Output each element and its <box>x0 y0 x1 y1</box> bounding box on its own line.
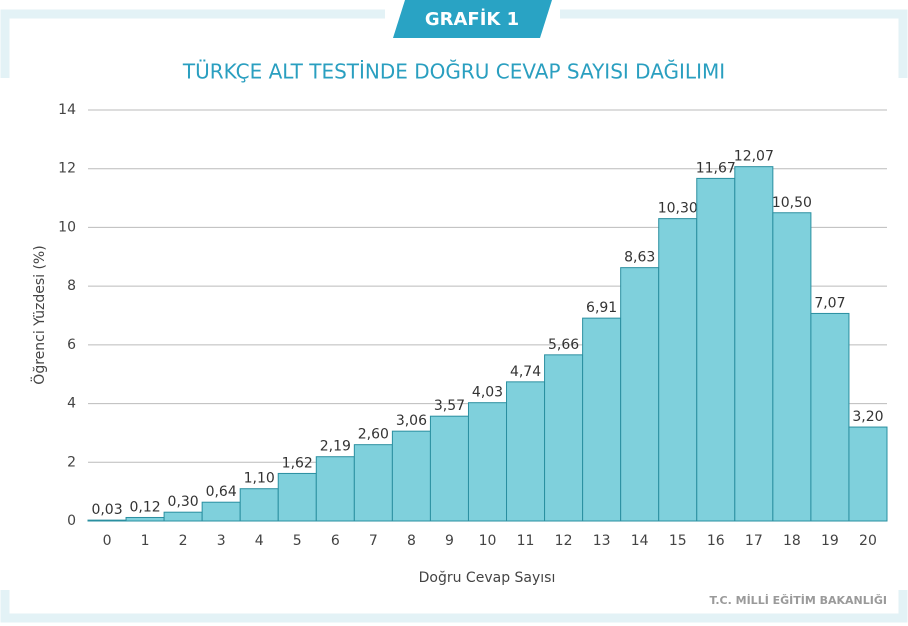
bar <box>467 402 508 522</box>
bar <box>772 212 812 522</box>
x-tick-label: 2 <box>179 533 188 549</box>
bar <box>734 166 774 522</box>
x-tick-label: 16 <box>707 533 725 549</box>
value-label: 0,30 <box>168 494 199 510</box>
bar <box>201 501 241 522</box>
bar <box>696 177 736 522</box>
y-tick-label: 14 <box>58 102 76 118</box>
x-tick-label: 4 <box>255 533 264 549</box>
badge-text: GRAFİK 1 <box>425 8 519 30</box>
value-label: 2,60 <box>358 427 389 443</box>
badge-shape <box>393 0 552 38</box>
bar <box>391 430 431 522</box>
y-axis-label: Öğrenci Yüzdesi (%) <box>30 245 48 384</box>
y-tick-label: 4 <box>67 396 76 412</box>
x-tick-label: 13 <box>593 533 611 549</box>
value-label: 3,06 <box>396 413 427 429</box>
value-label: 7,07 <box>814 295 845 311</box>
value-label: 10,50 <box>772 195 812 211</box>
value-label: 3,20 <box>852 409 883 425</box>
x-tick-label: 0 <box>103 533 112 549</box>
value-label: 4,03 <box>472 385 503 401</box>
x-tick-label: 20 <box>859 533 877 549</box>
x-tick-label: 7 <box>369 533 378 549</box>
bar <box>353 444 393 522</box>
x-tick-label: 9 <box>445 533 454 549</box>
x-tick-label: 19 <box>821 533 839 549</box>
frame-top-left <box>0 9 385 78</box>
x-tick-label: 8 <box>407 533 416 549</box>
bar <box>620 267 660 522</box>
frame-top-right <box>560 9 908 78</box>
y-tick-label: 0 <box>67 513 76 529</box>
value-label: 1,10 <box>244 471 275 487</box>
value-label: 8,63 <box>624 250 655 266</box>
value-label: 10,30 <box>658 201 698 217</box>
x-axis-label: Doğru Cevap Sayısı <box>419 570 556 586</box>
x-tick-label: 11 <box>517 533 535 549</box>
y-tick-label: 2 <box>67 454 76 470</box>
y-tick-label: 10 <box>58 219 76 235</box>
footer: T.C. MİLLİ EĞİTİM BAKANLIĞI <box>710 593 887 607</box>
bar <box>277 472 317 522</box>
value-label: 4,74 <box>510 364 541 380</box>
value-label: 3,57 <box>434 398 465 414</box>
x-tick-label: 14 <box>631 533 649 549</box>
bar <box>125 516 165 522</box>
x-tick-label: 12 <box>555 533 573 549</box>
bar <box>315 456 355 522</box>
chart-title: TÜRKÇE ALT TESTİNDE DOĞRU CEVAP SAYISI D… <box>182 60 725 84</box>
value-label: 6,91 <box>586 300 617 316</box>
y-tick-label: 6 <box>67 337 76 353</box>
bar <box>582 317 622 522</box>
bar <box>658 218 698 522</box>
bar <box>163 511 203 522</box>
value-label: 0,64 <box>206 484 237 500</box>
bar <box>429 415 469 522</box>
value-label: 12,07 <box>734 149 774 165</box>
bar <box>239 488 279 522</box>
frame-bottom <box>0 590 908 623</box>
bar <box>848 426 888 522</box>
y-tick-label: 8 <box>67 278 76 294</box>
value-label: 0,12 <box>129 499 160 515</box>
x-tick-label: 15 <box>669 533 687 549</box>
x-tick-label: 10 <box>479 533 497 549</box>
frame <box>0 9 908 623</box>
x-tick-label: 3 <box>217 533 226 549</box>
bar <box>506 381 546 522</box>
bar <box>810 312 850 522</box>
x-tick-label: 5 <box>293 533 302 549</box>
x-tick-label: 17 <box>745 533 763 549</box>
value-label: 11,67 <box>696 160 736 176</box>
y-tick-label: 12 <box>58 161 76 177</box>
bar <box>87 519 127 522</box>
x-tick-label: 18 <box>783 533 801 549</box>
bar <box>544 354 584 522</box>
value-label: 2,19 <box>320 439 351 455</box>
x-tick-label: 1 <box>141 533 150 549</box>
value-label: 5,66 <box>548 337 579 353</box>
value-label: 1,62 <box>282 455 313 471</box>
value-label: 0,03 <box>91 502 122 518</box>
x-tick-label: 6 <box>331 533 340 549</box>
